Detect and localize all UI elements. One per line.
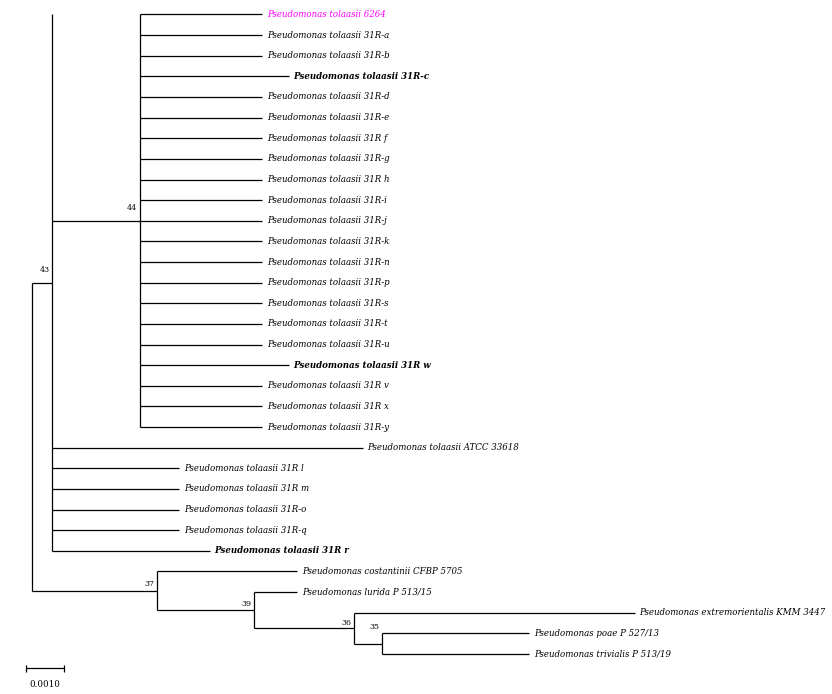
Text: Pseudomonas tolaasii 31R-k: Pseudomonas tolaasii 31R-k [267, 237, 389, 246]
Text: Pseudomonas tolaasii 31R-e: Pseudomonas tolaasii 31R-e [267, 113, 389, 122]
Text: 0.0010: 0.0010 [29, 679, 60, 688]
Text: Pseudomonas poae P 527/13: Pseudomonas poae P 527/13 [534, 629, 659, 638]
Text: Pseudomonas tolaasii 31R r: Pseudomonas tolaasii 31R r [215, 546, 349, 555]
Text: Pseudomonas tolaasii 31R-c: Pseudomonas tolaasii 31R-c [293, 72, 429, 81]
Text: Pseudomonas tolaasii 31R v: Pseudomonas tolaasii 31R v [267, 381, 389, 390]
Text: Pseudomonas tolaasii 6264: Pseudomonas tolaasii 6264 [267, 10, 385, 19]
Text: Pseudomonas lurida P 513/15: Pseudomonas lurida P 513/15 [302, 588, 432, 597]
Text: 37: 37 [145, 579, 155, 588]
Text: Pseudomonas tolaasii 31R x: Pseudomonas tolaasii 31R x [267, 402, 389, 411]
Text: Pseudomonas tolaasii ATCC 33618: Pseudomonas tolaasii ATCC 33618 [368, 443, 519, 452]
Text: Pseudomonas tolaasii 31R m: Pseudomonas tolaasii 31R m [184, 484, 309, 493]
Text: 43: 43 [40, 266, 50, 274]
Text: 44: 44 [127, 204, 137, 212]
Text: Pseudomonas tolaasii 31R-b: Pseudomonas tolaasii 31R-b [267, 51, 389, 60]
Text: Pseudomonas tolaasii 31R-j: Pseudomonas tolaasii 31R-j [267, 217, 387, 226]
Text: Pseudomonas costantinii CFBP 5705: Pseudomonas costantinii CFBP 5705 [302, 567, 463, 576]
Text: 35: 35 [369, 623, 379, 631]
Text: Pseudomonas tolaasii 31R l: Pseudomonas tolaasii 31R l [184, 464, 304, 473]
Text: 36: 36 [342, 619, 352, 627]
Text: Pseudomonas tolaasii 31R f: Pseudomonas tolaasii 31R f [267, 134, 387, 143]
Text: Pseudomonas tolaasii 31R-g: Pseudomonas tolaasii 31R-g [267, 154, 389, 163]
Text: Pseudomonas tolaasii 31R-i: Pseudomonas tolaasii 31R-i [267, 196, 387, 205]
Text: Pseudomonas tolaasii 31R w: Pseudomonas tolaasii 31R w [293, 361, 431, 370]
Text: Pseudomonas tolaasii 31R-d: Pseudomonas tolaasii 31R-d [267, 92, 389, 101]
Text: Pseudomonas tolaasii 31R-n: Pseudomonas tolaasii 31R-n [267, 257, 389, 266]
Text: Pseudomonas tolaasii 31R-t: Pseudomonas tolaasii 31R-t [267, 319, 388, 328]
Text: Pseudomonas tolaasii 31R-p: Pseudomonas tolaasii 31R-p [267, 278, 389, 287]
Text: Pseudomonas tolaasii 31R h: Pseudomonas tolaasii 31R h [267, 175, 389, 184]
Text: Pseudomonas tolaasii 31R-y: Pseudomonas tolaasii 31R-y [267, 423, 389, 432]
Text: Pseudomonas trivialis P 513/19: Pseudomonas trivialis P 513/19 [534, 650, 671, 659]
Text: Pseudomonas tolaasii 31R-a: Pseudomonas tolaasii 31R-a [267, 31, 389, 40]
Text: Pseudomonas extremorientalis KMM 3447: Pseudomonas extremorientalis KMM 3447 [639, 608, 825, 617]
Text: Pseudomonas tolaasii 31R-q: Pseudomonas tolaasii 31R-q [184, 525, 306, 534]
Text: Pseudomonas tolaasii 31R-s: Pseudomonas tolaasii 31R-s [267, 299, 389, 307]
Text: Pseudomonas tolaasii 31R-u: Pseudomonas tolaasii 31R-u [267, 340, 389, 349]
Text: Pseudomonas tolaasii 31R-o: Pseudomonas tolaasii 31R-o [184, 505, 306, 514]
Text: 39: 39 [241, 600, 251, 609]
